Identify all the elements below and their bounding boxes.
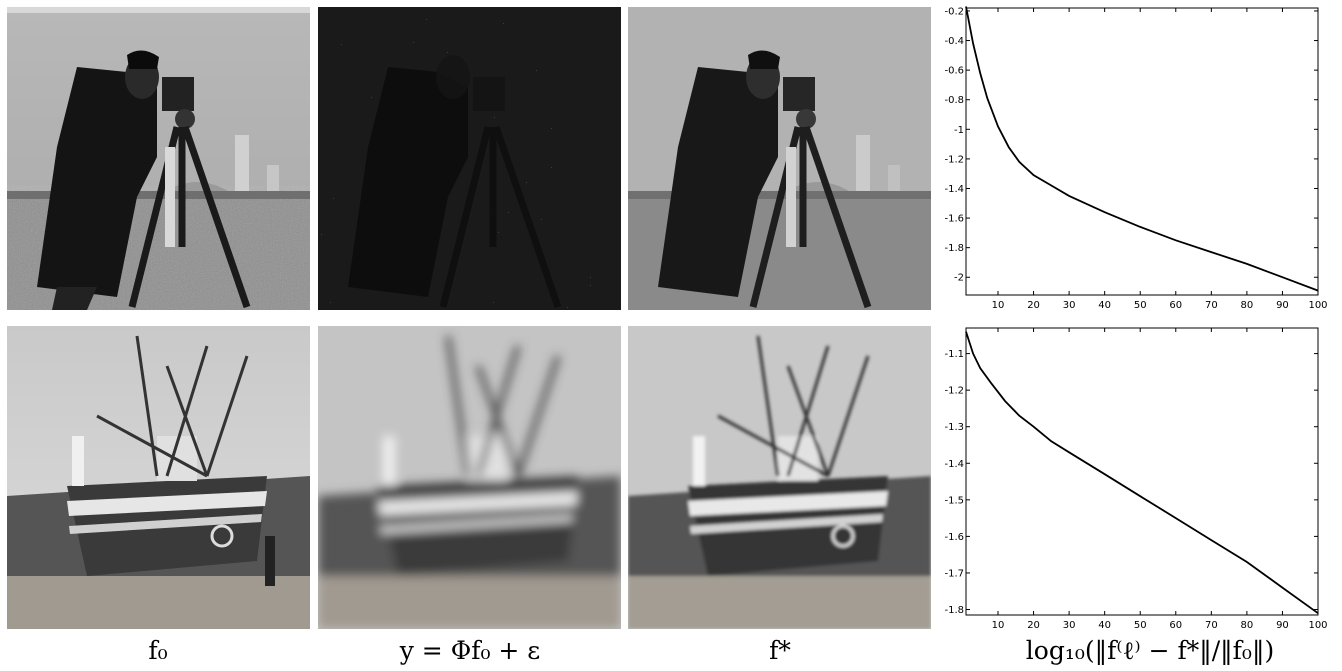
y-tick-label: -1.6 <box>944 214 964 225</box>
x-tick-label: 10 <box>992 620 1005 631</box>
x-tick-label: 90 <box>1276 300 1289 311</box>
x-tick-label: 20 <box>1027 300 1040 311</box>
y-tick-label: -2 <box>954 273 964 284</box>
x-tick-label: 70 <box>1205 620 1218 631</box>
plot-frame <box>965 327 1319 616</box>
y-tick-label: -1.5 <box>944 495 964 506</box>
cameraman-recovered-image <box>628 7 931 310</box>
x-tick-label: 100 <box>1308 300 1327 311</box>
x-tick-label: 80 <box>1241 620 1254 631</box>
x-tick-label: 60 <box>1169 620 1182 631</box>
caption-recovered: f* <box>769 636 791 665</box>
y-tick-label: -0.6 <box>944 66 964 77</box>
x-tick-label: 80 <box>1241 300 1254 311</box>
y-tick-label: -1.1 <box>944 349 964 360</box>
cameraman-original-image <box>7 7 310 310</box>
x-tick-label: 100 <box>1308 620 1327 631</box>
x-tick-label: 30 <box>1063 300 1076 311</box>
boat-original-image <box>7 326 310 629</box>
y-tick-label: -1.4 <box>944 184 964 195</box>
cameraman-noisy-image <box>318 7 621 310</box>
convergence-plot-bottom: 10 20 30 40 50 60 70 80 90 100 -1.1 -1.2 -1.3 -1.4 -1.… <box>938 320 1338 635</box>
y-tick-label: -1.6 <box>944 532 964 543</box>
y-tick-label: -1.8 <box>944 243 964 254</box>
y-tick-label: -0.2 <box>944 6 964 17</box>
caption-relative-error: log₁₀(‖f⁽ℓ⁾ − f*‖/‖f₀‖) <box>1025 636 1275 665</box>
convergence-plot-top: 10 20 30 40 50 60 70 80 90 100 -0.2 -0.4 -0.6 -0.8 -1 -… <box>938 0 1338 315</box>
x-tick-label: 20 <box>1027 620 1040 631</box>
y-tick-label: -0.8 <box>944 95 964 106</box>
x-tick-label: 60 <box>1169 300 1182 311</box>
y-tick-label: -1.8 <box>944 605 964 616</box>
x-tick-label: 10 <box>992 300 1005 311</box>
y-tick-label: -1 <box>954 125 964 136</box>
y-tick-label: -1.7 <box>944 568 964 579</box>
boat-recovered-image <box>628 326 931 629</box>
caption-observation: y = Φf₀ + ε <box>399 636 541 665</box>
y-tick-label: -0.4 <box>944 36 964 47</box>
error-curve <box>965 6 1319 292</box>
convergence-chart-bottom: 10 20 30 40 50 60 70 80 90 100 -1.1 -1.2 -1.3 -1.4 -1.… <box>944 327 1328 631</box>
y-tick-label: -1.2 <box>944 386 964 397</box>
error-curve <box>965 331 1319 614</box>
x-tick-label: 40 <box>1098 620 1111 631</box>
x-tick-label: 50 <box>1134 620 1147 631</box>
boat-blurred-image <box>318 326 621 629</box>
caption-original: f₀ <box>148 636 168 665</box>
plot-frame <box>965 7 1319 296</box>
y-tick-label: -1.2 <box>944 154 964 165</box>
y-tick-label: -1.4 <box>944 459 964 470</box>
x-tick-label: 50 <box>1134 300 1147 311</box>
x-tick-label: 40 <box>1098 300 1111 311</box>
convergence-chart-top: 10 20 30 40 50 60 70 80 90 100 -0.2 -0.4 -0.6 -0.8 -1 -… <box>944 6 1328 311</box>
y-tick-label: -1.3 <box>944 422 964 433</box>
x-tick-label: 90 <box>1276 620 1289 631</box>
x-tick-label: 70 <box>1205 300 1218 311</box>
x-tick-label: 30 <box>1063 620 1076 631</box>
